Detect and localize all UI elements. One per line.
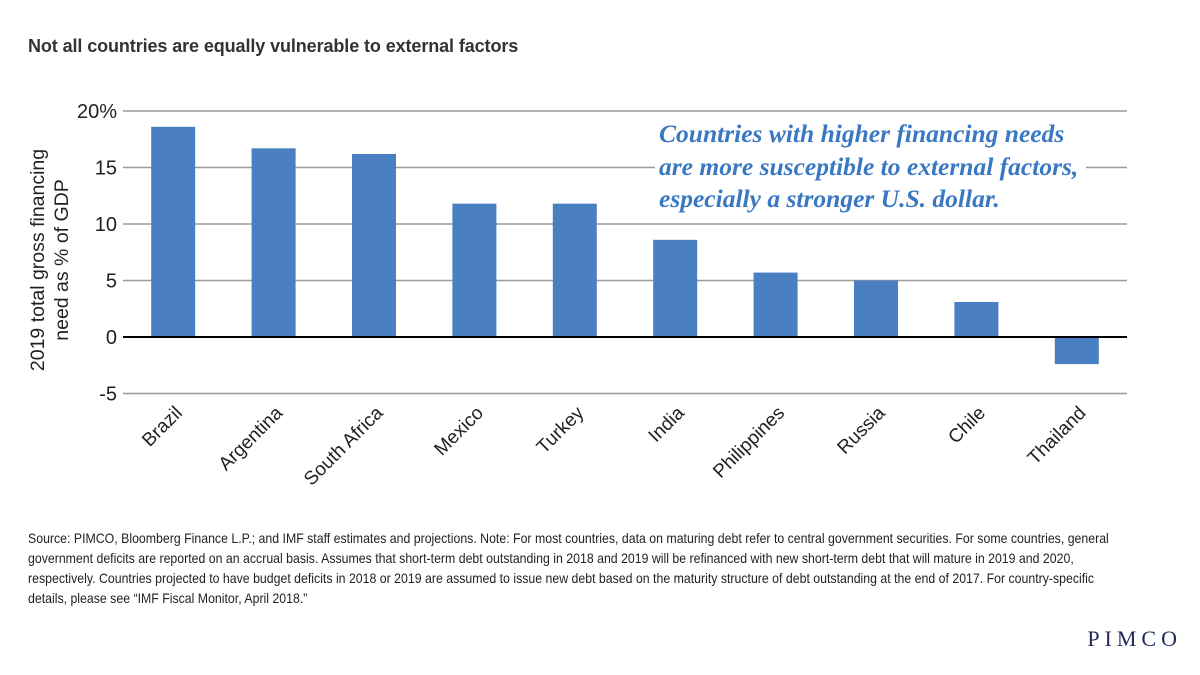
y-tick-label: -5	[99, 384, 117, 406]
y-tick-label: 15	[95, 158, 117, 180]
x-tick-label: Thailand	[1024, 403, 1090, 469]
source-note: Source: PIMCO, Bloomberg Finance L.P.; a…	[28, 530, 1109, 606]
x-tick-label: Philippines	[709, 403, 789, 483]
y-tick-label: 5	[106, 271, 117, 293]
y-tick-label: 20%	[77, 101, 117, 123]
bar-argentina	[251, 148, 296, 337]
y-tick-label: 10	[95, 214, 117, 236]
annotation-line: especially a stronger U.S. dollar.	[659, 184, 1000, 213]
bar-philippines	[753, 272, 798, 337]
annotation-line: are more susceptible to external factors…	[659, 151, 1079, 181]
y-tick-label: 0	[106, 327, 117, 349]
chart-title: Not all countries are equally vulnerable…	[28, 36, 519, 56]
x-tick-label: Turkey	[533, 402, 589, 458]
bar-russia	[854, 280, 898, 337]
x-tick-label: Argentina	[215, 402, 288, 475]
x-tick-label: Russia	[834, 402, 890, 458]
bar-turkey	[552, 203, 597, 337]
chart-annotation: Countries with higher financing needs ar…	[655, 118, 1087, 216]
x-tick-label: Mexico	[431, 403, 488, 460]
bar-brazil	[151, 126, 196, 337]
x-tick-label: Chile	[944, 403, 989, 448]
x-tick-label: Brazil	[138, 403, 186, 451]
annotation-line: Countries with higher financing needs	[659, 119, 1065, 148]
bar-thailand	[1054, 337, 1099, 365]
bar-south-africa	[352, 153, 396, 337]
bar-chile	[954, 301, 999, 337]
bar-chart: 20% 15 10 5 0 -5 Brazil Argentina South Africa Me…	[27, 101, 1127, 490]
y-axis-label: need as % of GDP	[51, 179, 73, 341]
y-axis-label: 2019 total gross financing	[27, 149, 49, 371]
x-tick-label: South Africa	[300, 402, 388, 490]
bar-india	[653, 239, 698, 337]
pimco-logo: PIMCO	[1087, 626, 1182, 651]
bar-mexico	[452, 203, 497, 337]
x-tick-label: India	[645, 402, 689, 446]
